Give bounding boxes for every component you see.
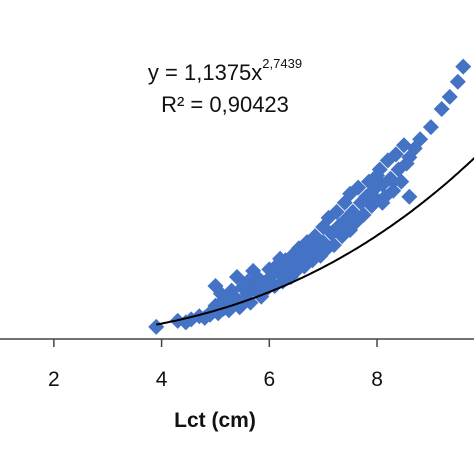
data-point [433,100,450,117]
data-point [385,173,402,190]
x-tick-label: 4 [156,368,168,391]
r-squared-label: R² = 0,90423 [161,92,289,117]
x-tick-label: 8 [371,368,383,391]
data-point [412,131,429,148]
data-point [449,73,466,90]
data-point [385,182,402,199]
data-point [207,278,224,295]
power-trendline [156,157,474,326]
data-point [371,161,388,178]
data-point [422,119,439,136]
data-point [304,252,321,269]
trendline-equation: y = 1,1375x2,7439 [100,56,350,86]
data-point [393,173,410,190]
data-point [387,146,404,163]
data-point [401,188,418,205]
x-tick-label: 6 [263,368,275,391]
data-point [350,179,367,196]
data-point [328,203,345,220]
data-point [293,240,310,257]
data-points [148,58,472,335]
x-tick-label: 2 [48,368,60,391]
data-point [325,223,342,240]
data-point [441,88,458,105]
data-point [245,262,262,279]
data-point [347,211,364,228]
equation-exponent: 2,7439 [262,56,303,71]
x-axis-ticks: 2 4 6 8 [48,339,383,391]
data-point [455,58,472,75]
data-point [229,268,245,285]
x-axis-label: Lct (cm) [174,409,256,432]
data-point [272,250,289,267]
equation-text: y = 1,1375x [147,60,263,85]
data-point [374,194,391,211]
data-point [148,318,165,335]
data-point [325,237,342,254]
